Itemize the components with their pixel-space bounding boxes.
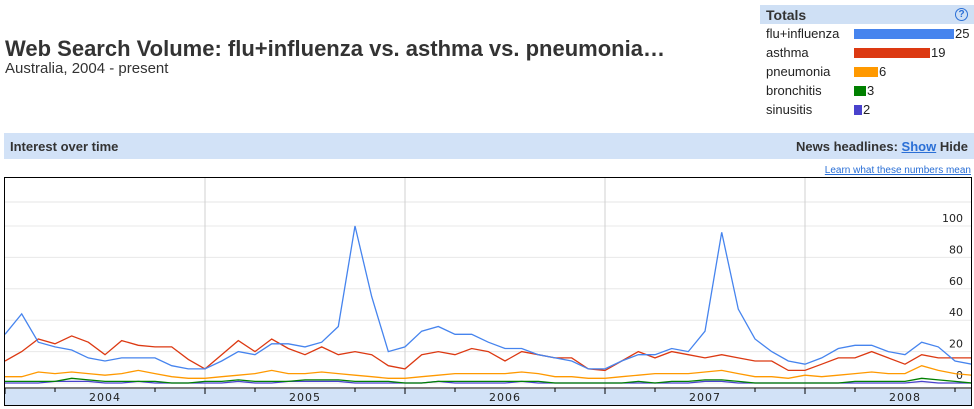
totals-title: Totals [766, 6, 807, 23]
learn-numbers-link[interactable]: Learn what these numbers mean [824, 165, 971, 176]
y-tick-label: 20 [949, 338, 963, 351]
totals-row: sinusitis 2 [760, 100, 974, 119]
totals-term: bronchitis [766, 83, 822, 98]
page-subtitle: Australia, 2004 - present [5, 60, 169, 77]
x-tick-label: 2004 [89, 391, 121, 404]
totals-value: 6 [879, 64, 887, 79]
show-news-link[interactable]: Show [901, 138, 937, 154]
totals-row: pneumonia 6 [760, 62, 974, 81]
x-tick-label: 2008 [889, 391, 921, 404]
x-tick-label: 2006 [489, 391, 521, 404]
y-tick-label: 40 [949, 306, 963, 319]
totals-bar [854, 104, 862, 115]
series-line-asthma [5, 335, 971, 372]
y-tick-label: 100 [942, 212, 963, 225]
question-circle-icon[interactable]: ? [955, 8, 968, 21]
totals-value: 25 [955, 26, 970, 41]
totals-value: 2 [863, 102, 871, 117]
totals-row: asthma 19 [760, 43, 974, 62]
section-title: Interest over time [10, 138, 119, 154]
interest-chart: 0 20 40 60 80 100 2004 2005 2006 2007 2008 [4, 177, 972, 406]
x-tick-label: 2005 [289, 391, 321, 404]
chart-svg: 0 20 40 60 80 100 2004 2005 2006 2007 2008 [5, 178, 971, 405]
totals-header: Totals ? [760, 5, 974, 24]
totals-row: bronchitis 3 [760, 81, 974, 100]
y-tick-label: 0 [956, 369, 963, 382]
totals-value: 19 [931, 45, 946, 60]
news-headlines-label: News headlines: [796, 138, 898, 154]
totals-panel: Totals ? flu+influenza 25 asthma 19 pneumo… [760, 5, 974, 119]
page-title: Web Search Volume: flu+influenza vs. ast… [5, 36, 665, 61]
x-axis-band [5, 389, 971, 405]
series-line-flu-influenza [5, 225, 971, 370]
totals-bar [854, 28, 954, 39]
totals-term: asthma [766, 45, 809, 60]
totals-bar [854, 47, 930, 58]
totals-value: 3 [867, 83, 875, 98]
totals-term: flu+influenza [766, 26, 840, 41]
totals-bar [854, 85, 866, 96]
hide-news-label[interactable]: Hide [939, 138, 968, 154]
totals-bar [854, 66, 878, 77]
series-line-bronchitis [5, 377, 971, 384]
totals-row: flu+influenza 25 [760, 24, 974, 43]
series-line-pneumonia [5, 365, 971, 379]
totals-term: sinusitis [766, 102, 813, 117]
y-tick-label: 80 [949, 243, 963, 256]
y-tick-label: 60 [949, 275, 963, 288]
totals-term: pneumonia [766, 64, 831, 79]
interest-over-time-bar: Interest over time News headlines: Show … [4, 133, 974, 159]
x-tick-label: 2007 [689, 391, 721, 404]
